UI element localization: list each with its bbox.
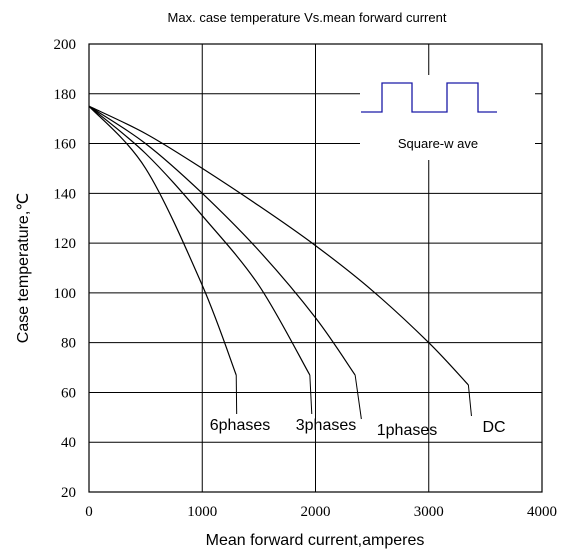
plot-frame	[88, 43, 543, 493]
x-axis-label: Mean forward current,amperes	[206, 532, 425, 549]
x-tick-label: 1000	[187, 504, 217, 520]
series-label-3phases: 3phases	[296, 417, 357, 434]
y-tick-label: 40	[61, 435, 76, 451]
y-tick-label: 180	[54, 87, 77, 103]
x-tick-label: 0	[85, 504, 93, 520]
series-line-1phases	[88, 105, 356, 376]
series-leader-1phases	[354, 374, 362, 420]
y-tick-labels: 20 40 60 80 100 120 140 160 180 200	[54, 37, 77, 501]
series-leader-3phases	[309, 374, 313, 415]
series-line-3phases	[88, 105, 311, 376]
chart-title: Max. case temperature Vs.mean forward cu…	[168, 10, 447, 25]
x-tick-label: 4000	[527, 504, 557, 520]
y-tick-label: 80	[61, 336, 76, 352]
x-tick-labels: 0 1000 2000 3000 4000	[85, 504, 557, 520]
series-line-dc	[88, 105, 469, 386]
series-label-dc: DC	[482, 419, 505, 436]
y-tick-label: 120	[54, 236, 77, 252]
legend-label: Square-w ave	[398, 136, 478, 151]
x-tick-label: 2000	[301, 504, 331, 520]
y-tick-label: 60	[61, 385, 76, 401]
y-tick-label: 140	[54, 186, 77, 202]
y-tick-label: 200	[54, 37, 77, 53]
legend: Square-w ave	[360, 75, 535, 160]
y-tick-label: 100	[54, 286, 77, 302]
y-axis-label: Case temperature,℃	[15, 193, 32, 343]
series-group: DC 1phases 3phases 6phases	[88, 105, 506, 439]
series-label-1phases: 1phases	[377, 422, 438, 439]
square-wave-icon	[361, 82, 497, 113]
series-line-6phases	[88, 105, 237, 376]
series-leader-dc	[467, 384, 472, 417]
y-tick-label: 160	[54, 137, 77, 153]
y-tick-label: 20	[61, 485, 76, 501]
series-label-6phases: 6phases	[210, 417, 271, 434]
x-tick-label: 3000	[414, 504, 444, 520]
